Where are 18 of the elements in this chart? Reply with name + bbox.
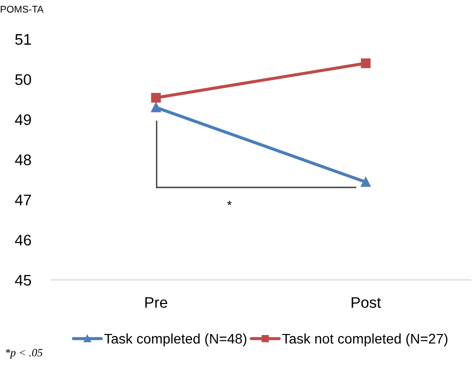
y-tick-label: 50 bbox=[15, 74, 32, 85]
y-tick-label: 46 bbox=[15, 234, 31, 246]
annotation: * bbox=[227, 200, 232, 206]
y-tick-label: 49 bbox=[15, 114, 31, 126]
point bbox=[151, 102, 161, 112]
x-tick-label: Pre bbox=[145, 297, 168, 308]
y-tick-label: 48 bbox=[15, 154, 31, 166]
y-axis-title: POMS-TA bbox=[0, 6, 44, 13]
legend-label: Task not completed (N=27) bbox=[282, 333, 448, 346]
y-tick-label: 51 bbox=[15, 34, 31, 45]
point bbox=[360, 177, 371, 187]
y-tick-label: 45 bbox=[15, 275, 31, 286]
legend-label: Task completed (N=48) bbox=[104, 333, 246, 346]
point bbox=[360, 58, 371, 68]
x-tick-label: Post bbox=[352, 297, 381, 308]
text: *p < .05 bbox=[6, 348, 42, 359]
point bbox=[151, 92, 161, 103]
y-tick-label: 47 bbox=[15, 194, 31, 206]
